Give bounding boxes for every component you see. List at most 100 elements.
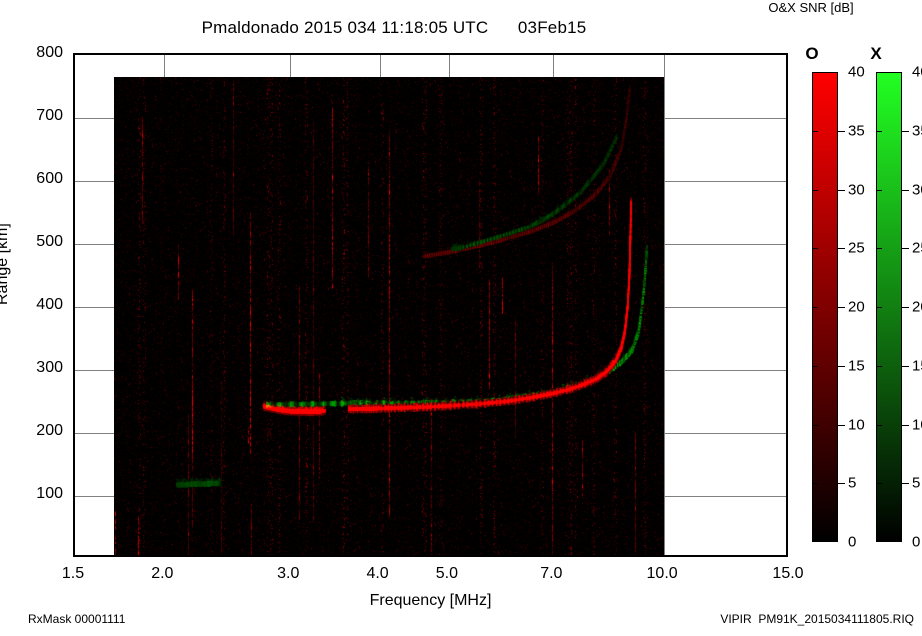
- axis-tick: [398, 555, 399, 557]
- axis-tick: [73, 420, 75, 421]
- axis-tick: [73, 194, 75, 195]
- axis-tick: [73, 244, 75, 246]
- axis-tick: [564, 555, 565, 557]
- y-axis-tick-label: 200: [36, 422, 63, 439]
- y-axis-tick-label: 700: [36, 107, 63, 124]
- axis-tick: [575, 555, 576, 557]
- x-axis-tick-label: 5.0: [435, 565, 458, 582]
- axis-tick: [73, 118, 75, 120]
- axis-tick: [73, 320, 75, 321]
- x-axis-tick-label: 7.0: [540, 565, 563, 582]
- colorbar-tick: [838, 130, 845, 132]
- footer-rxmask: RxMask 00001111: [28, 612, 126, 626]
- axis-tick: [73, 282, 75, 283]
- colorbar-header: O&X SNR [dB]: [768, 0, 854, 15]
- axis-tick: [73, 496, 75, 498]
- colorbar-tick: [902, 424, 909, 426]
- axis-tick: [73, 471, 75, 472]
- axis-tick: [338, 555, 339, 557]
- x-axis-tick-label: 1.5: [61, 565, 85, 582]
- colorbar-tick-label: 5: [912, 474, 921, 492]
- colorbar-tick-label: 10: [912, 416, 922, 433]
- axis-tick: [656, 555, 657, 557]
- axis-tick: [553, 555, 555, 557]
- axis-tick: [73, 219, 75, 220]
- colorbar-o-gradient: [812, 72, 838, 542]
- colorbar-tick-label: 20: [848, 298, 865, 316]
- axis-tick: [73, 80, 75, 81]
- colorbar-tick: [838, 483, 845, 485]
- colorbar-tick-label: 0: [848, 533, 857, 551]
- axis-tick: [73, 383, 75, 384]
- axis-tick: [73, 105, 75, 106]
- axis-tick: [779, 555, 780, 557]
- x-axis-tick-label: 2.0: [151, 565, 174, 582]
- axis-tick: [73, 55, 75, 57]
- colorbar-tick-inner: [812, 424, 818, 426]
- ionogram-plot-area[interactable]: [73, 53, 788, 557]
- axis-tick: [75, 105, 77, 114]
- axis-tick: [75, 201, 77, 210]
- colorbar-o-label: O: [805, 44, 819, 63]
- axis-tick: [73, 294, 75, 295]
- axis-tick: [542, 555, 543, 557]
- axis-tick: [595, 555, 596, 557]
- axis-tick: [623, 555, 624, 557]
- colorbar-tick-label: 25: [848, 239, 865, 257]
- axis-tick: [530, 555, 531, 557]
- colorbar-tick-inner: [812, 130, 818, 132]
- axis-tick: [114, 555, 115, 557]
- gridline-vertical: [664, 55, 666, 555]
- colorbar-tick: [902, 130, 909, 132]
- axis-tick: [604, 555, 605, 557]
- axis-tick: [73, 534, 75, 535]
- axis-tick: [694, 555, 695, 557]
- axis-tick: [280, 555, 281, 557]
- axis-tick: [640, 555, 641, 557]
- axis-tick: [73, 521, 75, 522]
- axis-tick: [73, 307, 75, 309]
- colorbar-tick-inner: [812, 307, 818, 308]
- y-axis-tick-label: 500: [36, 233, 63, 250]
- axis-tick: [449, 555, 451, 557]
- axis-tick: [234, 555, 235, 557]
- axis-tick: [478, 555, 479, 557]
- axis-tick: [179, 555, 180, 557]
- y-axis-tick-label: 800: [36, 44, 63, 61]
- axis-tick: [75, 381, 77, 390]
- y-axis-tick-label: 400: [36, 296, 63, 313]
- axis-tick: [73, 93, 75, 94]
- axis-tick: [73, 458, 75, 459]
- axis-tick: [464, 555, 465, 557]
- axis-tick: [433, 555, 434, 557]
- colorbar-tick: [838, 365, 845, 367]
- colorbar-tick: [902, 307, 909, 308]
- colorbar-tick-inner: [876, 130, 882, 132]
- axis-tick: [614, 555, 615, 557]
- axis-tick: [73, 257, 75, 258]
- axis-tick: [75, 444, 77, 453]
- axis-tick: [290, 555, 292, 557]
- axis-tick: [73, 143, 75, 144]
- colorbar-tick-label: 5: [848, 474, 857, 492]
- axis-tick: [73, 168, 75, 169]
- colorbar-tick-label: 20: [912, 298, 922, 316]
- axis-tick: [648, 555, 649, 557]
- x-axis-tick-label: 4.0: [366, 565, 389, 582]
- axis-tick: [73, 509, 75, 510]
- axis-tick: [380, 555, 382, 557]
- axis-tick: [733, 555, 734, 557]
- axis-tick: [208, 555, 209, 557]
- axis-tick: [416, 555, 417, 557]
- colorbar-tick-inner: [876, 365, 882, 367]
- axis-tick: [746, 555, 747, 557]
- axis-tick: [73, 332, 75, 333]
- colorbar-tick-inner: [876, 483, 882, 485]
- x-axis-tick-label: 15.0: [772, 565, 804, 582]
- colorbar-tick-inner: [812, 248, 818, 250]
- axis-tick: [73, 433, 75, 435]
- axis-tick: [757, 555, 758, 557]
- y-axis-tick-label: 600: [36, 170, 63, 187]
- colorbar-tick-inner: [812, 483, 818, 485]
- axis-tick: [95, 555, 96, 557]
